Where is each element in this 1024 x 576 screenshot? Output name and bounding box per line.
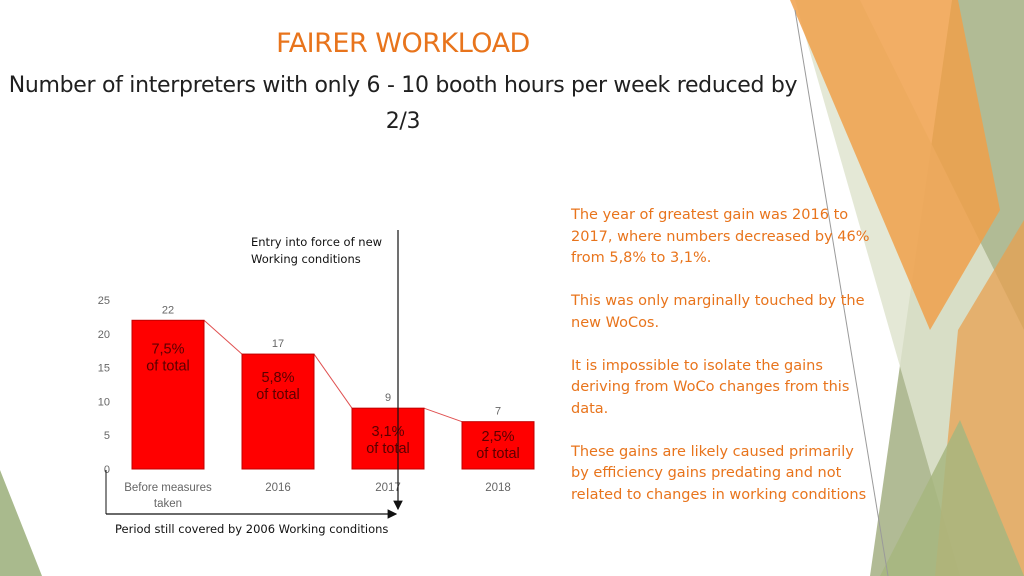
y-tick-label: 10 [98,396,110,408]
bar-share-caption: of total [256,387,300,403]
left-green-triangle [0,470,42,576]
slide-subtitle: Number of interpreters with only 6 - 10 … [8,73,798,134]
y-tick-label: 5 [104,430,110,442]
x-category-label: Before measures taken [124,482,212,510]
right-lower-triangle [880,420,1024,576]
note-paragraph: These gains are likely caused primarily … [571,443,867,503]
note-paragraph: It is impossible to isolate the gains de… [571,357,850,417]
y-tick-label: 25 [98,295,110,307]
y-tick-label: 0 [104,464,110,476]
x-category-label: 2016 [265,482,291,494]
bar-share-caption: of total [476,446,520,462]
bar-value-label: 7 [495,406,501,418]
notes-panel: The year of greatest gain was 2016 to 20… [571,205,876,528]
x-category-label: 2017 [375,482,401,494]
bar-share-percent: 5,8% [261,370,294,386]
bar [351,407,425,470]
note-paragraph: This was only marginally touched by the … [571,293,865,331]
connector-line [423,407,463,423]
bar-value-label: 22 [162,304,174,316]
bar-share-percent: 7,5% [151,341,184,357]
bar [461,421,535,470]
right-orange-band [790,0,1000,330]
bar-value-label: 17 [272,338,284,350]
annotation-2006-period: Period still covered by 2006 Working con… [115,522,389,536]
bar [241,353,315,470]
bar-value-label: 9 [385,392,391,404]
bar-share-caption: of total [146,358,190,374]
connector-line [203,319,243,355]
decor-line [794,9,889,576]
annotation-new-working-conditions: Entry into force of new Working conditio… [251,235,383,266]
connector-line [313,353,353,409]
bar-share-percent: 3,1% [371,424,404,440]
x-category-label: 2018 [485,482,511,494]
y-tick-label: 15 [98,363,110,375]
bar [131,319,205,470]
y-tick-label: 20 [98,329,110,341]
bar-share-caption: of total [366,441,410,457]
note-paragraph: The year of greatest gain was 2016 to 20… [571,207,870,266]
slide-title: FAIRER WORKLOAD [276,28,530,59]
bar-share-percent: 2,5% [481,429,514,445]
